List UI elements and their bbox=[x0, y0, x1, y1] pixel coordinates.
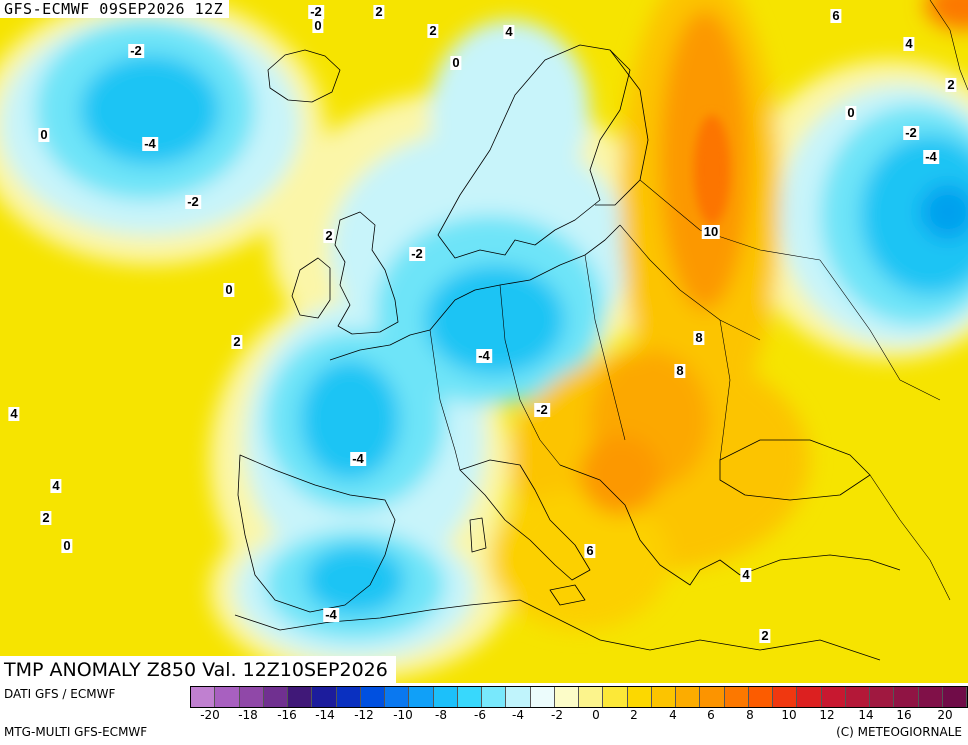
color-scale-swatch bbox=[191, 687, 216, 707]
color-scale-tick: 6 bbox=[707, 708, 715, 722]
color-scale-tick: 2 bbox=[630, 708, 638, 722]
contour-label: -4 bbox=[476, 348, 492, 363]
contour-label: 2 bbox=[373, 4, 385, 19]
color-scale-swatch bbox=[433, 687, 458, 707]
contour-label: 6 bbox=[584, 543, 596, 558]
color-scale-swatch bbox=[215, 687, 240, 707]
color-scale-swatch bbox=[676, 687, 701, 707]
color-scale-swatch bbox=[942, 687, 967, 707]
contour-label: -4 bbox=[923, 149, 939, 164]
map-title: TMP ANOMALY Z850 Val. 12Z10SEP2026 bbox=[0, 656, 396, 683]
contour-label: 4 bbox=[503, 24, 515, 39]
color-scale-tick: 16 bbox=[896, 708, 912, 722]
color-scale-swatch bbox=[409, 687, 434, 707]
color-scale bbox=[190, 686, 968, 708]
color-scale-swatch bbox=[651, 687, 676, 707]
color-scale-swatch bbox=[821, 687, 846, 707]
anomaly-field bbox=[0, 0, 968, 680]
color-scale-swatch bbox=[724, 687, 749, 707]
copyright-label: (C) METEOGIORNALE bbox=[836, 725, 962, 739]
color-scale-tick: -14 bbox=[315, 708, 335, 722]
contour-label: -2 bbox=[185, 194, 201, 209]
color-scale-swatch bbox=[748, 687, 773, 707]
anomaly-map: -2 2 0 2 4 6 4 2 -2 0 0 -2 -4 0 -4 -2 2 10 -2 0 2 8 -4 8 4 -2 -4 4 2… bbox=[0, 0, 968, 683]
color-scale-swatch bbox=[263, 687, 288, 707]
color-scale-tick: -6 bbox=[474, 708, 486, 722]
color-scale-tick: 20 bbox=[937, 708, 953, 722]
color-scale-swatch bbox=[457, 687, 482, 707]
contour-label: 8 bbox=[693, 330, 705, 345]
color-scale-swatch bbox=[288, 687, 313, 707]
color-scale-swatch bbox=[530, 687, 555, 707]
coastlines bbox=[234, 0, 968, 661]
contour-label: 0 bbox=[845, 105, 857, 120]
contour-label: -2 bbox=[903, 125, 919, 140]
contour-label: 2 bbox=[759, 628, 771, 643]
color-scale-tick: -10 bbox=[393, 708, 413, 722]
color-scale-tick: 10 bbox=[781, 708, 797, 722]
contour-label: 4 bbox=[740, 567, 752, 582]
color-scale-swatch bbox=[845, 687, 870, 707]
color-scale-swatch bbox=[797, 687, 822, 707]
color-scale-tick: -18 bbox=[238, 708, 258, 722]
contour-label: -2 bbox=[409, 246, 425, 261]
color-scale-tick: -2 bbox=[551, 708, 563, 722]
contour-label: 2 bbox=[945, 77, 957, 92]
color-scale-swatch bbox=[870, 687, 895, 707]
contour-label: -4 bbox=[142, 136, 158, 151]
color-scale-swatch bbox=[700, 687, 725, 707]
color-scale-swatch bbox=[627, 687, 652, 707]
contour-label: 0 bbox=[450, 55, 462, 70]
contour-label: 2 bbox=[231, 334, 243, 349]
color-scale-tick: 14 bbox=[858, 708, 874, 722]
contour-label: 0 bbox=[61, 538, 73, 553]
color-scale-tick: -4 bbox=[512, 708, 524, 722]
color-scale-tick: 0 bbox=[592, 708, 600, 722]
run-title: GFS-ECMWF 09SEP2026 12Z bbox=[0, 0, 230, 18]
contour-label: -4 bbox=[350, 451, 366, 466]
contour-label: -2 bbox=[128, 43, 144, 58]
contour-label: 2 bbox=[427, 23, 439, 38]
color-scale-swatch bbox=[554, 687, 579, 707]
color-scale-swatch bbox=[239, 687, 264, 707]
data-source-label: DATI GFS / ECMWF bbox=[4, 687, 116, 701]
color-scale-swatch bbox=[918, 687, 943, 707]
contour-label: 0 bbox=[223, 282, 235, 297]
model-label: MTG-MULTI GFS-ECMWF bbox=[4, 725, 148, 739]
color-scale-tick: 4 bbox=[669, 708, 677, 722]
contour-label: 2 bbox=[40, 510, 52, 525]
contour-label: 2 bbox=[323, 228, 335, 243]
color-scale-tick: -12 bbox=[354, 708, 374, 722]
contour-label: 8 bbox=[674, 363, 686, 378]
color-scale-tick: 8 bbox=[746, 708, 754, 722]
color-scale-swatch bbox=[336, 687, 361, 707]
color-scale-swatch bbox=[773, 687, 798, 707]
contour-label: -4 bbox=[323, 607, 339, 622]
contour-label: 4 bbox=[8, 406, 20, 421]
color-scale-swatch bbox=[506, 687, 531, 707]
contour-label: 6 bbox=[830, 8, 842, 23]
contour-label: -2 bbox=[308, 4, 324, 19]
color-scale-swatch bbox=[385, 687, 410, 707]
color-scale-tick: -20 bbox=[200, 708, 220, 722]
color-scale-swatch bbox=[603, 687, 628, 707]
footer: DATI GFS / ECMWF -20 -18 -16 -14 -12 -10 -8 -6-… bbox=[0, 683, 968, 745]
color-scale-swatch bbox=[312, 687, 337, 707]
contour-label: -2 bbox=[534, 402, 550, 417]
contour-label: 0 bbox=[312, 18, 324, 33]
color-scale-swatch bbox=[579, 687, 604, 707]
contour-label: 10 bbox=[701, 224, 721, 239]
color-scale-swatch bbox=[482, 687, 507, 707]
contour-label: 4 bbox=[903, 36, 915, 51]
color-scale-tick: 12 bbox=[819, 708, 835, 722]
contour-label: 0 bbox=[38, 127, 50, 142]
color-scale-tick: -8 bbox=[435, 708, 447, 722]
color-scale-tick: -16 bbox=[277, 708, 297, 722]
color-scale-swatch bbox=[360, 687, 385, 707]
color-scale-swatch bbox=[894, 687, 919, 707]
color-scale-ticks: -20 -18 -16 -14 -12 -10 -8 -6 -4 -2 0 2 4 6 8 10 12 14 16 2… bbox=[190, 708, 966, 724]
contour-label: 4 bbox=[50, 478, 62, 493]
